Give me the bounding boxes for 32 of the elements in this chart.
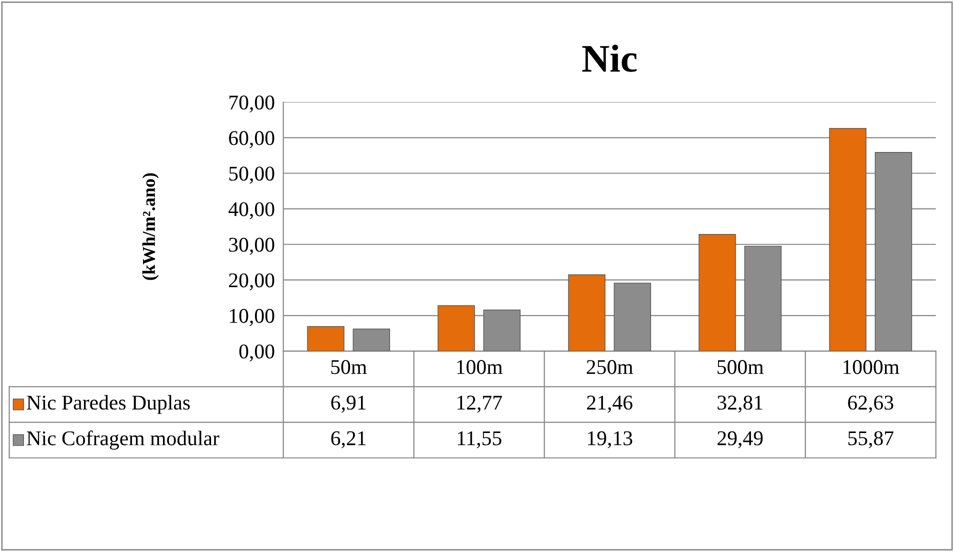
y-tick-label: 10,00	[230, 308, 274, 326]
x-tick-label: 1000m	[844, 360, 900, 374]
x-tick-label: 500m	[718, 360, 764, 374]
y-tick-label: 30,00	[229, 238, 274, 255]
data-label: 21,46	[587, 396, 632, 413]
y-tick-label: 60,00	[229, 131, 274, 148]
x-tick-label: 50m	[331, 360, 367, 374]
x-tick-label: 100m	[457, 360, 502, 374]
data-label: 62,63	[848, 396, 894, 413]
data-label: 6,91	[331, 396, 366, 413]
bar	[829, 128, 866, 352]
y-tick-label: 20,00	[229, 273, 274, 290]
data-label: 55,87	[848, 431, 894, 448]
bar	[438, 305, 475, 352]
data-label: 29,49	[718, 431, 763, 448]
bar	[698, 234, 736, 352]
bar	[568, 274, 606, 352]
bar	[307, 326, 344, 352]
y-tick-label: 40,00	[228, 202, 274, 220]
y-tick-label: 70,00	[230, 95, 274, 113]
data-label: 11,55	[458, 431, 502, 448]
y-axis-title: (kWh/m².ano)	[142, 173, 159, 280]
data-label: 12,77	[457, 396, 502, 413]
data-label: 19,13	[588, 431, 632, 448]
y-tick-label: 0,00	[239, 344, 274, 362]
x-tick-label: 250m	[586, 360, 634, 374]
data-label: 32,81	[718, 396, 762, 413]
chart-title: Nic	[582, 44, 637, 72]
legend-label: Nic Paredes Duplas	[26, 395, 190, 414]
y-tick-label: 50,00	[229, 166, 274, 184]
data-label: 6,21	[331, 431, 366, 448]
legend-label: Nic Cofragem modular	[26, 430, 220, 450]
